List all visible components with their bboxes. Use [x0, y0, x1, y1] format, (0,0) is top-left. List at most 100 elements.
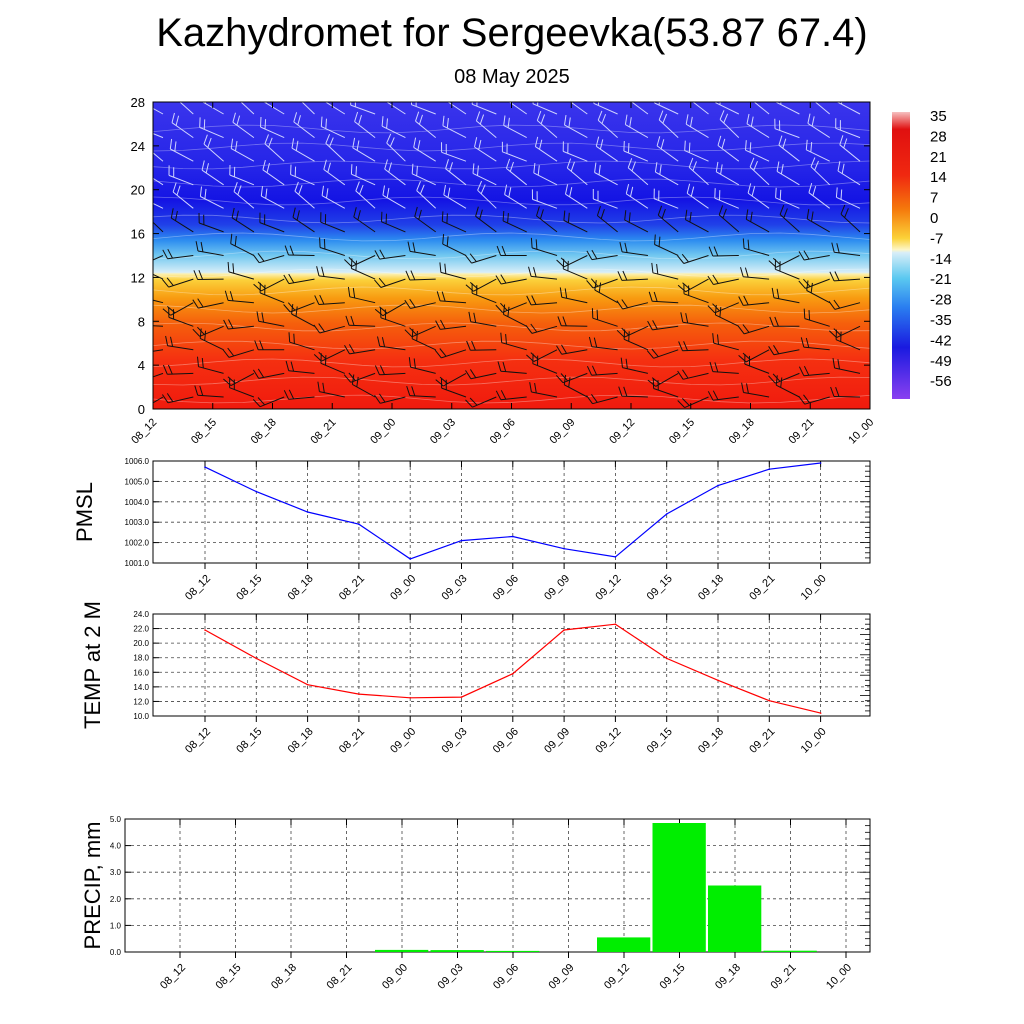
temp-panel-point [614, 623, 617, 625]
wind-barb [806, 218, 830, 233]
wind-barb [653, 388, 679, 398]
wind-barb [804, 318, 830, 327]
wind-barb [260, 126, 285, 139]
wind-barb [443, 194, 467, 209]
wind-barb [291, 313, 315, 327]
precip-panel-x-tick-label: 08_18 [269, 962, 299, 992]
temp-panel-y-tick-label: 14.0 [133, 683, 149, 692]
pmsl-panel-x-tick-label: 08_15 [234, 573, 264, 603]
wind-barb [203, 143, 224, 162]
wind-barb [719, 119, 740, 138]
wind-barb [384, 168, 406, 186]
wind-barb [685, 123, 709, 139]
wind-barb [197, 394, 224, 398]
wind-barb [153, 299, 164, 304]
wind-barb [441, 387, 467, 398]
heatmap-y-tick-label: 20 [131, 183, 145, 198]
wind-barb [473, 278, 497, 292]
wind-barb [622, 251, 648, 256]
wind-barb [712, 396, 739, 401]
wind-barb [319, 247, 345, 256]
wind-barb [834, 251, 861, 256]
wind-barb [231, 217, 255, 233]
wind-barb [319, 391, 345, 398]
pmsl-panel-point [204, 466, 206, 468]
wind-barb [562, 372, 588, 384]
wind-barb [321, 195, 346, 209]
precip-panel-y-axis-label: PRECIP, mm [80, 822, 105, 950]
precip-panel-x-tick-label: 09_21 [769, 962, 799, 992]
wind-barb [743, 276, 770, 280]
temp-panel-y-tick-label: 24.0 [133, 610, 149, 619]
wind-barb [318, 275, 345, 280]
wind-barb [657, 214, 679, 233]
wind-barb [535, 146, 558, 162]
pmsl-panel-y-tick-label: 1002.0 [125, 539, 150, 548]
wind-barb [532, 198, 558, 209]
colorbar-label: 28 [930, 128, 947, 145]
pmsl-panel-point [512, 535, 514, 538]
wind-barb [655, 372, 679, 387]
pmsl-panel-y-tick-label: 1004.0 [125, 498, 150, 507]
wind-barb [834, 278, 861, 282]
wind-barb [837, 170, 861, 186]
wind-barb [622, 302, 649, 310]
wind-barb [382, 302, 406, 317]
wind-barb [288, 278, 315, 285]
wind-barb [714, 197, 739, 209]
pmsl-panel-x-tick-label: 09_15 [645, 573, 675, 603]
wind-barb [262, 169, 285, 186]
wind-barb [260, 278, 285, 292]
heatmap-y-axis: 0 4 8 12 16 20 24 28 [131, 95, 870, 417]
wind-barb [561, 296, 588, 304]
wind-barb [349, 296, 376, 304]
wind-barb [566, 167, 588, 186]
wind-barb [531, 325, 558, 334]
wind-barb [713, 342, 739, 351]
wind-barb [654, 244, 679, 256]
wind-barb [411, 338, 436, 351]
wind-barb [471, 292, 497, 304]
wind-barb [381, 221, 406, 233]
wind-barb [593, 198, 618, 209]
heatmap-y-tick-label: 4 [138, 358, 145, 373]
wind-barb [380, 278, 406, 288]
temp-panel-y-tick-label: 10.0 [133, 712, 149, 721]
wind-barb [321, 349, 346, 362]
temp-panel-x-tick-label: 08_18 [286, 726, 316, 756]
wind-barb [778, 144, 800, 162]
temp-panel-x-tick-label: 09_15 [645, 726, 675, 756]
wind-barb [502, 151, 527, 162]
temp-panel-point [512, 672, 514, 675]
wind-barb [353, 216, 376, 233]
wind-barb [351, 173, 376, 186]
wind-barb [415, 120, 437, 138]
wind-barb [500, 396, 527, 401]
wind-barb [261, 195, 285, 209]
temp-panel-point [306, 683, 309, 686]
precip-panel-y-tick-label: 0.0 [110, 948, 122, 957]
wind-barb [291, 147, 315, 162]
wind-barb [839, 144, 861, 162]
temp-panel-x-tick-label: 09_06 [491, 726, 521, 756]
precip-panel-bar [375, 949, 429, 952]
chart-subtitle: 08 May 2025 [454, 66, 570, 88]
wind-barb [775, 255, 800, 268]
wind-barb [561, 325, 588, 327]
wind-barb [441, 151, 467, 162]
precip-panel-bar [763, 950, 817, 952]
wind-barb [654, 102, 679, 115]
wind-barb [259, 396, 285, 408]
wind-barb [171, 122, 194, 139]
wind-barb [263, 102, 285, 115]
wind-barb [472, 103, 497, 115]
wind-barb [747, 192, 770, 209]
pmsl-panel-x-tick-label: 09_00 [388, 573, 418, 603]
wind-barb [352, 147, 376, 162]
wind-barb [713, 278, 739, 285]
wind-barb [325, 143, 346, 162]
wind-barb [153, 221, 164, 233]
wind-barb [805, 278, 830, 289]
wind-barb [442, 220, 467, 233]
wind-barb [349, 324, 376, 327]
